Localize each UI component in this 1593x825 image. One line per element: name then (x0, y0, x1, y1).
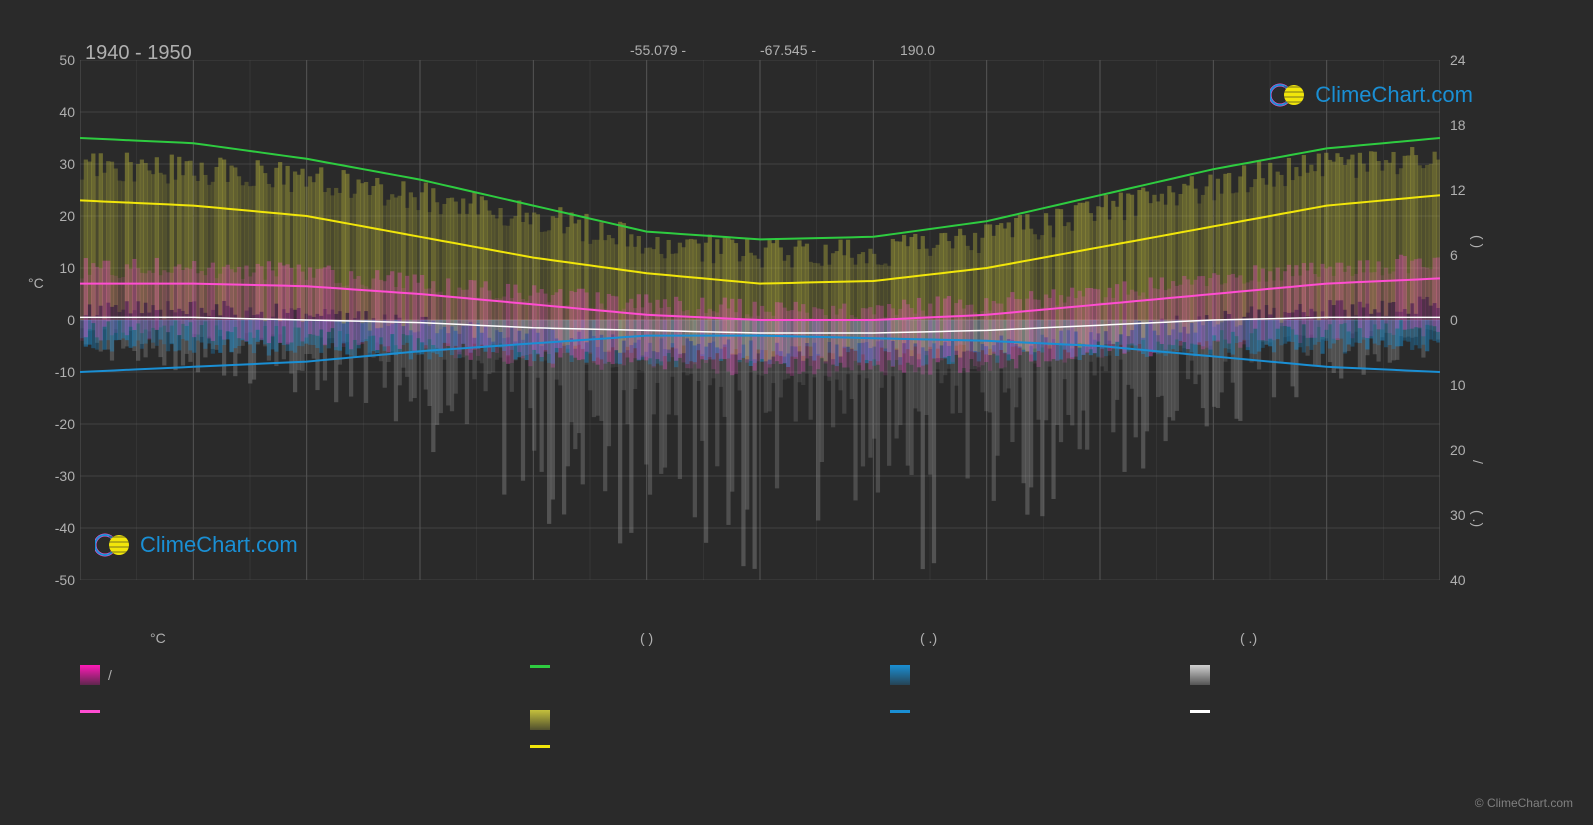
y-right-tick: 0 (1450, 312, 1458, 328)
y-right-tick: 20 (1450, 442, 1466, 458)
chart-svg (80, 60, 1440, 580)
y-right-annotation: / (1470, 460, 1486, 464)
legend-swatch (890, 710, 910, 713)
legend-item: / (80, 665, 112, 685)
legend-swatch (80, 665, 100, 685)
legend-swatch (890, 665, 910, 685)
y-right-tick: 24 (1450, 52, 1466, 68)
coord-lon: -67.545 - (760, 42, 816, 58)
legend-swatch (530, 745, 550, 748)
legend-header: ( .) (1240, 630, 1257, 646)
coord-lat: -55.079 - (630, 42, 686, 58)
watermark-bottom: ClimeChart.com (95, 530, 298, 560)
y-left-tick: 50 (40, 52, 75, 68)
y-left-tick: 30 (40, 156, 75, 172)
legend-item (1190, 665, 1218, 685)
y-right-tick: 40 (1450, 572, 1466, 588)
y-right-tick: 6 (1450, 247, 1458, 263)
legend-item (530, 710, 558, 730)
legend-item (530, 665, 558, 668)
y-left-tick: -20 (40, 416, 75, 432)
legend-item (890, 665, 918, 685)
y-left-tick: -30 (40, 468, 75, 484)
legend-item (890, 710, 918, 713)
copyright: © ClimeChart.com (1475, 796, 1573, 810)
legend-swatch (80, 710, 100, 713)
y-left-tick: 40 (40, 104, 75, 120)
legend-swatch (1190, 710, 1210, 713)
y-left-tick: -40 (40, 520, 75, 536)
y-left-tick: -10 (40, 364, 75, 380)
y-axis-left-title: °C (28, 275, 44, 291)
y-left-tick: 20 (40, 208, 75, 224)
legend-item (80, 710, 108, 713)
coord-elev: 190.0 (900, 42, 935, 58)
legend-label: / (108, 667, 112, 683)
chart-area (80, 60, 1440, 580)
y-right-tick: 10 (1450, 377, 1466, 393)
legend-swatch (530, 710, 550, 730)
y-right-tick: 12 (1450, 182, 1466, 198)
y-right-annotation: ( ) (1470, 235, 1486, 248)
y-right-tick: 30 (1450, 507, 1466, 523)
legend-swatch (1190, 665, 1210, 685)
legend-header: °C (150, 630, 166, 646)
legend-header: ( .) (920, 630, 937, 646)
legend-item (1190, 710, 1218, 713)
y-left-tick: -50 (40, 572, 75, 588)
y-left-tick: 10 (40, 260, 75, 276)
watermark-top: ClimeChart.com (1270, 80, 1473, 110)
legend-swatch (530, 665, 550, 668)
legend-header: ( ) (640, 630, 653, 646)
y-right-tick: 18 (1450, 117, 1466, 133)
y-left-tick: 0 (40, 312, 75, 328)
y-right-annotation: ( .) (1470, 510, 1486, 527)
legend-item (530, 745, 558, 748)
